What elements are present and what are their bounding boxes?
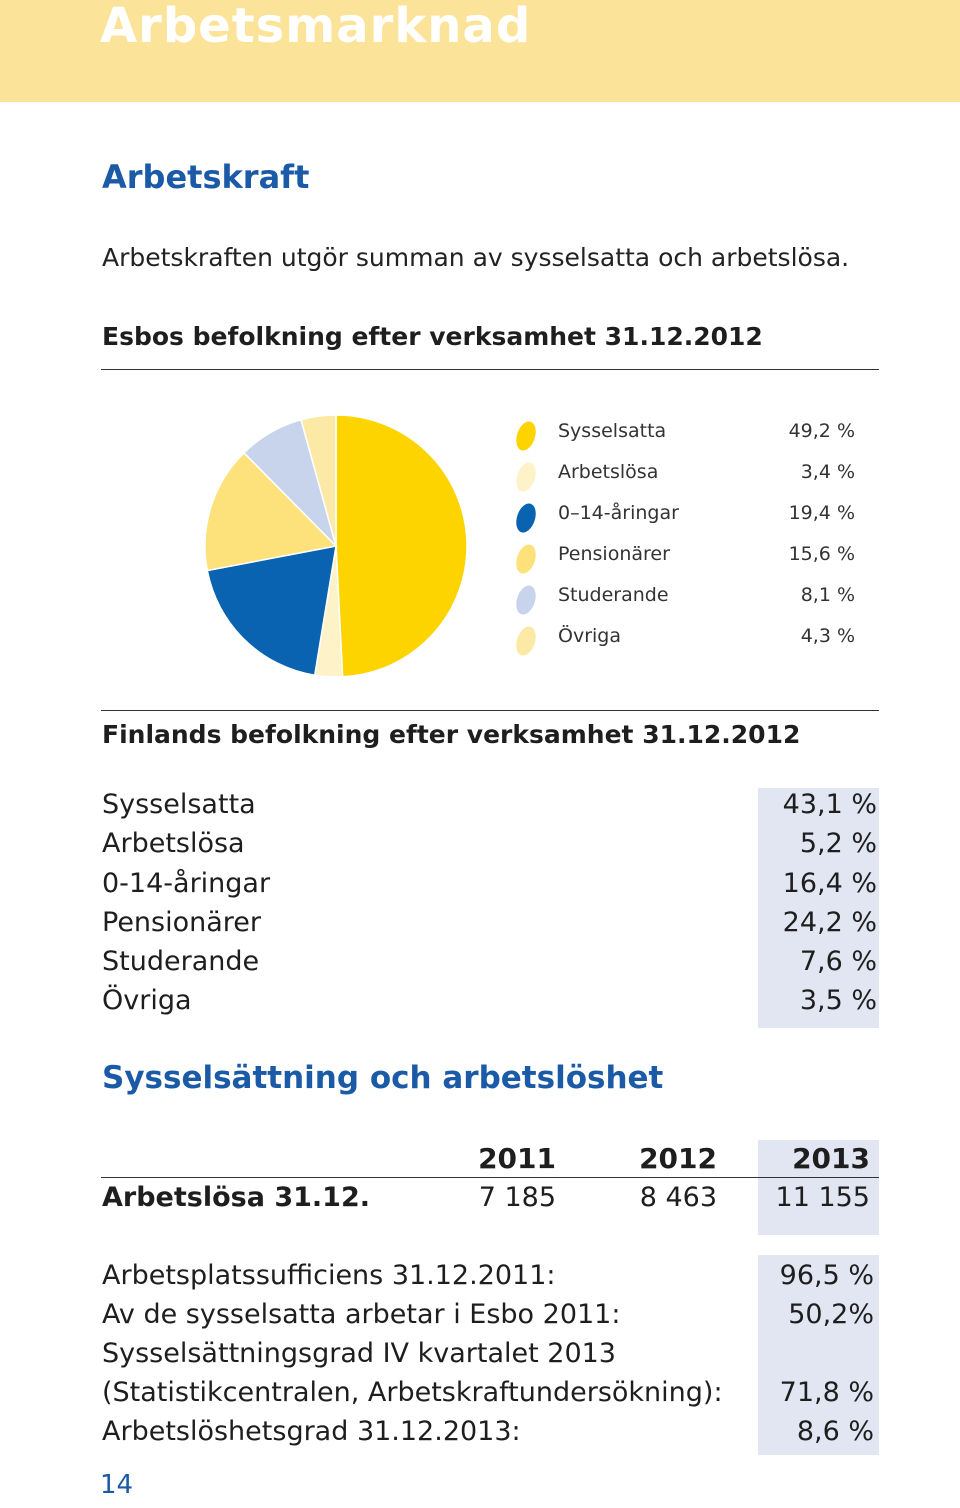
finland-heading: Finlands befolkning efter verksamhet 31.… — [102, 720, 801, 749]
divider — [101, 369, 879, 370]
legend-item: Övriga 4,3 % — [512, 623, 855, 664]
list-item-value: 16,4 % — [782, 867, 877, 899]
list-item-label: Sysselsatta — [102, 789, 256, 820]
unemployed-value: 8 463 — [639, 1182, 717, 1213]
stat-value: 71,8 % — [779, 1377, 874, 1408]
page-title: Arbetsmarknad — [100, 0, 532, 54]
pie-slice — [335, 414, 468, 678]
stat-value: 96,5 % — [779, 1260, 874, 1291]
stat-label: Arbetslöshetsgrad 31.12.2013: — [102, 1416, 521, 1447]
divider — [101, 1177, 879, 1178]
section-heading-employment: Sysselsättning och arbetslöshet — [102, 1060, 664, 1096]
pie-slice — [206, 545, 337, 677]
stat-label: Sysselsättningsgrad IV kvartalet 2013 — [102, 1338, 616, 1369]
legend-swatch — [512, 623, 540, 659]
legend-value: 4,3 % — [800, 625, 855, 647]
stats-column-shade — [758, 1255, 879, 1455]
unemployed-row-label: Arbetslösa 31.12. — [102, 1182, 370, 1213]
list-item: Studerande 7,6 % — [102, 946, 877, 985]
legend-item: Sysselsatta 49,2 % — [512, 418, 855, 459]
year-header: 2013 — [792, 1142, 870, 1175]
stat-label: Arbetsplatssufficiens 31.12.2011: — [102, 1260, 556, 1291]
list-item: Arbetslösa 5,2 % — [102, 828, 877, 867]
legend-swatch — [512, 500, 540, 536]
page-number: 14 — [100, 1470, 134, 1500]
legend-item: Studerande 8,1 % — [512, 582, 855, 623]
list-item-value: 24,2 % — [782, 906, 877, 938]
legend-value: 3,4 % — [800, 461, 855, 483]
list-item: Sysselsatta 43,1 % — [102, 789, 877, 828]
legend-label: Pensionärer — [558, 543, 670, 565]
list-item: Övriga 3,5 % — [102, 985, 877, 1024]
list-item: Pensionärer 24,2 % — [102, 907, 877, 946]
list-item-value: 43,1 % — [782, 789, 877, 820]
list-item-value: 3,5 % — [799, 985, 877, 1017]
legend-value: 8,1 % — [800, 584, 855, 606]
year-header: 2012 — [639, 1142, 717, 1175]
legend-label: Sysselsatta — [558, 420, 667, 442]
stat-label: (Statistikcentralen, Arbetskraftundersök… — [102, 1377, 723, 1408]
legend-label: Arbetslösa — [558, 461, 659, 483]
list-item-value: 5,2 % — [799, 828, 877, 860]
legend-swatch — [512, 582, 540, 618]
year-column-shade — [758, 1140, 879, 1235]
stat-value: 8,6 % — [796, 1416, 874, 1447]
stat-value: 50,2% — [788, 1299, 874, 1330]
intro-text: Arbetskraften utgör summan av sysselsatt… — [102, 243, 850, 272]
chart-legend: Sysselsatta 49,2 % Arbetslösa 3,4 % 0–14-åri… — [512, 418, 855, 664]
pie-slice — [300, 414, 337, 547]
list-item: 0-14-åringar 16,4 % — [102, 868, 877, 907]
list-item-label: Övriga — [102, 985, 192, 1017]
list-item-label: Pensionärer — [102, 906, 262, 938]
legend-swatch — [512, 541, 540, 577]
legend-label: 0–14-åringar — [558, 502, 679, 524]
stat-label: Av de sysselsatta arbetar i Esbo 2011: — [102, 1299, 621, 1330]
unemployed-value: 7 185 — [478, 1182, 556, 1213]
unemployed-value: 11 155 — [775, 1182, 870, 1213]
list-item-label: Arbetslösa — [102, 828, 245, 860]
pie-chart — [200, 410, 472, 682]
list-item-value: 7,6 % — [799, 946, 877, 978]
pie-slice — [204, 451, 338, 572]
legend-label: Övriga — [558, 625, 621, 647]
divider — [101, 710, 879, 711]
finland-list: Sysselsatta 43,1 % Arbetslösa 5,2 % 0-14-åri… — [102, 789, 877, 1025]
legend-item: Pensionärer 15,6 % — [512, 541, 855, 582]
legend-swatch — [512, 459, 540, 495]
legend-value: 15,6 % — [788, 543, 855, 565]
esbo-heading: Esbos befolkning efter verksamhet 31.12.… — [102, 322, 763, 351]
pie-chart-svg — [204, 414, 468, 678]
legend-label: Studerande — [558, 584, 669, 606]
value-column-shade — [758, 788, 879, 1028]
year-header: 2011 — [478, 1142, 556, 1175]
list-item-label: Studerande — [102, 946, 260, 978]
legend-value: 19,4 % — [788, 502, 855, 524]
list-item-label: 0-14-åringar — [102, 867, 271, 899]
legend-swatch — [512, 418, 540, 454]
legend-value: 49,2 % — [788, 420, 855, 442]
section-heading-arbetskraft: Arbetskraft — [102, 158, 310, 196]
legend-item: 0–14-åringar 19,4 % — [512, 500, 855, 541]
legend-item: Arbetslösa 3,4 % — [512, 459, 855, 500]
header-banner: Arbetsmarknad — [0, 0, 960, 102]
